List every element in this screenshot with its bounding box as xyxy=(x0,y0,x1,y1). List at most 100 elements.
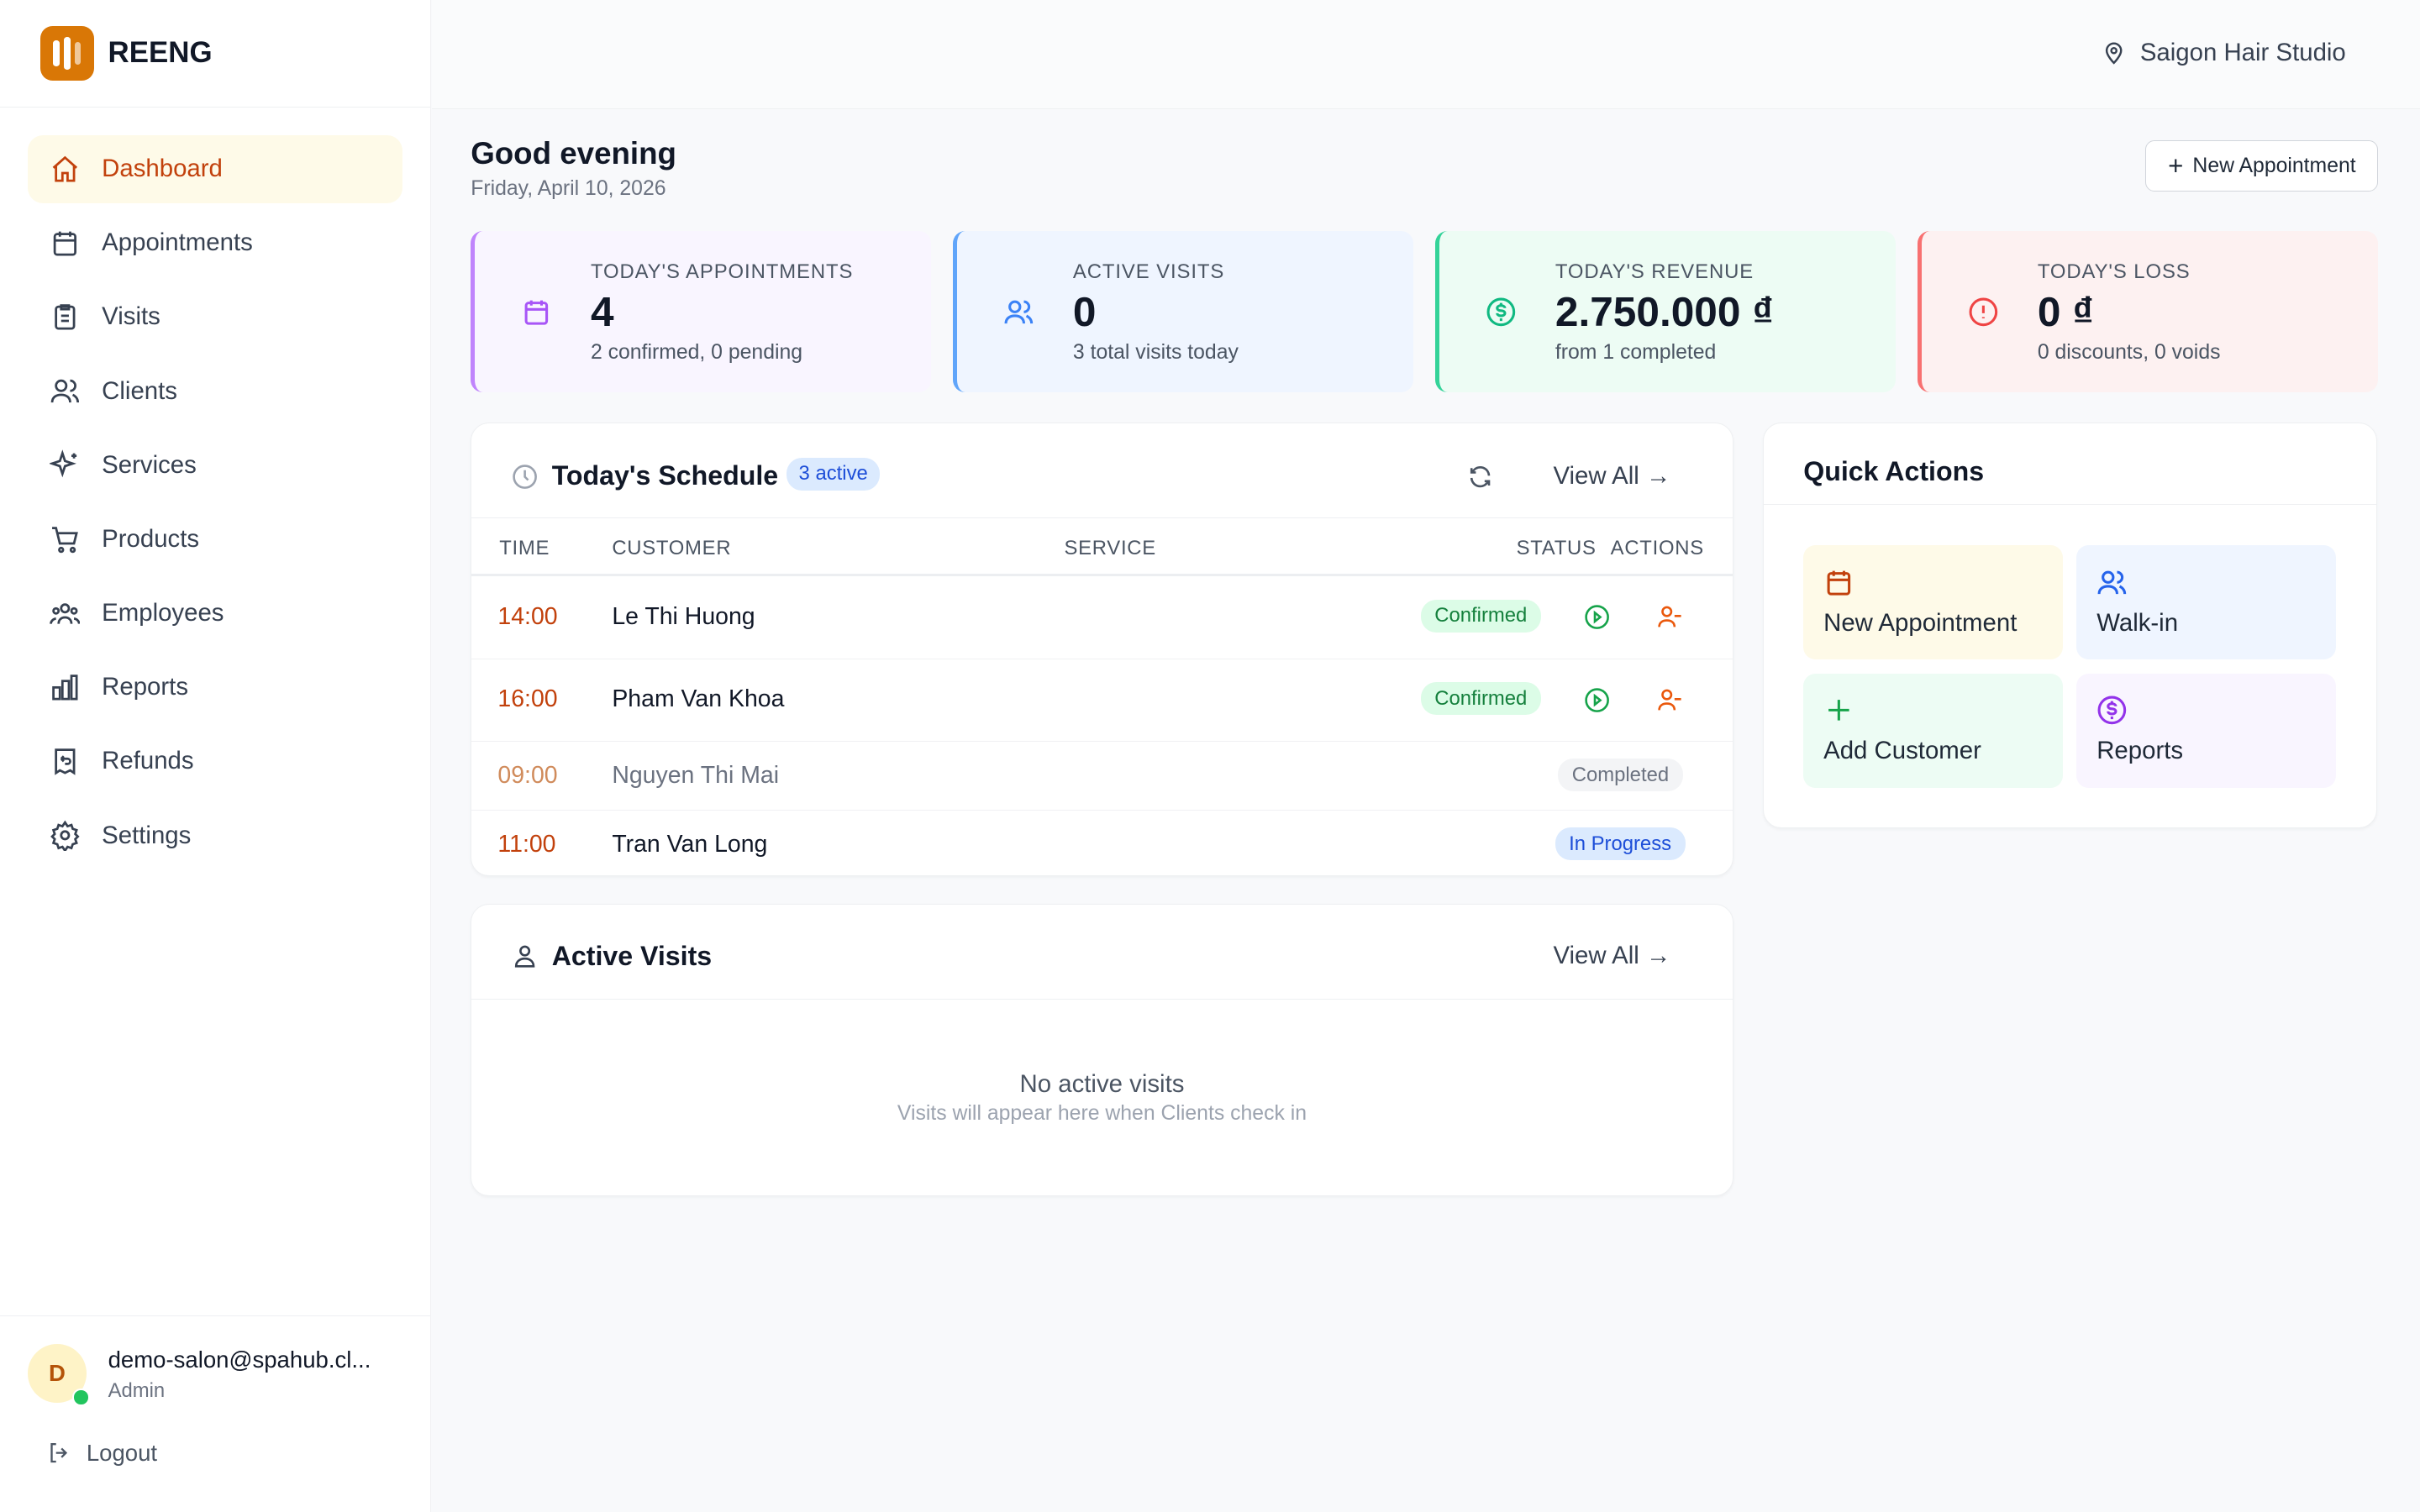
card-title: Active Visits xyxy=(551,940,713,971)
sidebar-item-refunds[interactable]: Refunds xyxy=(28,727,402,795)
table-row[interactable]: 16:00 Pham Van Khoa Confirmed xyxy=(471,659,1733,743)
row-time: 09:00 xyxy=(497,761,558,789)
empty-state-subtitle: Visits will appear here when Clients che… xyxy=(897,1102,1307,1126)
user-minus-icon[interactable] xyxy=(1657,687,1683,713)
location-selector[interactable]: Saigon Hair Studio xyxy=(2102,39,2346,67)
logo[interactable]: REENG xyxy=(0,0,431,108)
user-panel: D demo-salon@spahub.cl... Admin Logout xyxy=(0,1315,431,1512)
view-all-schedule-link[interactable]: View All → xyxy=(1553,462,1670,491)
stat-label: ACTIVE VISITS xyxy=(1072,260,1225,284)
sidebar-item-settings[interactable]: Settings xyxy=(28,801,402,869)
table-row[interactable]: 11:00 Tran Van Long In Progress xyxy=(471,811,1733,879)
row-time: 14:00 xyxy=(497,602,558,630)
sidebar-item-label: Services xyxy=(102,450,197,479)
table-row[interactable]: 14:00 Le Thi Huong Confirmed xyxy=(471,576,1733,659)
start-visit-icon[interactable] xyxy=(1584,687,1610,713)
column-header-time: TIME xyxy=(499,537,550,560)
top-bar: Saigon Hair Studio xyxy=(432,0,2420,109)
quick-add-customer-button[interactable]: Add Customer xyxy=(1803,673,2063,788)
status-badge: Confirmed xyxy=(1420,682,1541,716)
quick-actions-card: Quick Actions New Appointment Walk-in Ad… xyxy=(1762,423,2377,829)
user-role: Admin xyxy=(108,1379,166,1402)
column-header-status: STATUS xyxy=(1516,537,1597,560)
sidebar-item-label: Visits xyxy=(102,302,160,331)
quick-walk-in-button[interactable]: Walk-in xyxy=(2076,545,2336,660)
home-icon xyxy=(52,155,77,182)
sidebar-item-label: Products xyxy=(102,524,200,553)
sidebar-item-visits[interactable]: Visits xyxy=(28,283,402,351)
receipt-refund-icon xyxy=(55,748,76,775)
user-minus-icon[interactable] xyxy=(1657,604,1683,630)
empty-state-title: No active visits xyxy=(1019,1069,1185,1098)
quick-new-appointment-button[interactable]: New Appointment xyxy=(1803,545,2063,660)
sidebar-item-label: Settings xyxy=(102,821,192,849)
alert-circle-icon xyxy=(1969,297,1998,326)
page-date: Friday, April 10, 2026 xyxy=(471,177,666,201)
column-header-customer: CUSTOMER xyxy=(612,537,732,560)
view-all-visits-link[interactable]: View All → xyxy=(1553,942,1670,970)
status-badge: Completed xyxy=(1558,759,1683,792)
stat-label: TODAY'S REVENUE xyxy=(1555,260,1754,284)
logout-icon xyxy=(50,1443,68,1463)
users-icon xyxy=(2097,570,2127,595)
users-icon xyxy=(514,945,535,968)
stat-sub: from 1 completed xyxy=(1555,340,1717,364)
stat-card-loss[interactable]: TODAY'S LOSS 0 ₫ 0 discounts, 0 voids xyxy=(1918,231,2379,392)
start-visit-icon[interactable] xyxy=(1584,604,1610,630)
status-badge: Confirmed xyxy=(1420,599,1541,633)
plus-icon xyxy=(1828,700,1849,722)
row-time: 16:00 xyxy=(497,685,558,712)
sidebar-item-reports[interactable]: Reports xyxy=(28,654,402,722)
sidebar-item-label: Employees xyxy=(102,599,224,627)
sidebar: REENG Dashboard Appointments Visits Clie… xyxy=(0,0,432,1512)
dollar-circle-icon xyxy=(2097,696,2127,725)
arrow-right-icon: → xyxy=(1645,462,1671,491)
table-header: TIME CUSTOMER SERVICE STATUS ACTIONS xyxy=(471,518,1733,577)
refresh-icon[interactable] xyxy=(1467,464,1493,490)
arrow-right-icon: → xyxy=(1645,942,1671,970)
sidebar-item-label: Appointments xyxy=(102,228,253,257)
map-pin-icon xyxy=(2105,42,2123,65)
sidebar-item-clients[interactable]: Clients xyxy=(28,357,402,425)
sparkles-icon xyxy=(49,449,76,478)
logout-button[interactable]: Logout xyxy=(46,1440,157,1467)
page-title: Good evening xyxy=(471,135,676,171)
row-customer: Tran Van Long xyxy=(612,830,768,858)
clipboard-icon xyxy=(55,304,76,330)
stats-row: TODAY'S APPOINTMENTS 4 2 confirmed, 0 pe… xyxy=(471,231,2379,392)
clock-icon xyxy=(513,465,537,489)
stat-sub: 0 discounts, 0 voids xyxy=(2037,340,2221,364)
button-label: Walk-in xyxy=(2096,608,2179,637)
active-count-badge: 3 active xyxy=(786,457,881,491)
users-icon xyxy=(50,380,79,403)
bar-chart-icon xyxy=(51,675,78,701)
sidebar-item-services[interactable]: Services xyxy=(28,431,402,499)
stat-label: TODAY'S LOSS xyxy=(2037,260,2191,284)
sidebar-item-employees[interactable]: Employees xyxy=(28,580,402,648)
card-title: Today's Schedule xyxy=(551,460,779,491)
stat-card-appointments[interactable]: TODAY'S APPOINTMENTS 4 2 confirmed, 0 pe… xyxy=(471,231,932,392)
new-appointment-button[interactable]: + New Appointment xyxy=(2145,140,2379,192)
stat-value: 4 xyxy=(590,287,614,335)
sidebar-item-products[interactable]: Products xyxy=(28,506,402,574)
calendar-icon xyxy=(1827,570,1851,596)
sidebar-item-appointments[interactable]: Appointments xyxy=(28,209,402,277)
users-icon xyxy=(1004,300,1034,323)
stat-sub: 3 total visits today xyxy=(1072,340,1239,364)
stat-card-revenue[interactable]: TODAY'S REVENUE 2.750.000 ₫ from 1 compl… xyxy=(1435,231,1897,392)
quick-reports-button[interactable]: Reports xyxy=(2076,673,2336,788)
stat-label: TODAY'S APPOINTMENTS xyxy=(590,260,854,284)
stat-card-active-visits[interactable]: ACTIVE VISITS 0 3 total visits today xyxy=(953,231,1414,392)
active-visits-card: Active Visits View All → No active visit… xyxy=(471,904,1733,1196)
stat-value: 0 xyxy=(1072,287,1097,335)
user-email: demo-salon@spahub.cl... xyxy=(108,1347,371,1373)
stat-value: 0 ₫ xyxy=(2037,287,2094,335)
gear-icon xyxy=(50,820,80,851)
sidebar-item-dashboard[interactable]: Dashboard xyxy=(28,134,403,203)
sidebar-item-label: Reports xyxy=(102,673,189,701)
team-icon xyxy=(49,603,81,624)
table-row[interactable]: 09:00 Nguyen Thi Mai Completed xyxy=(471,742,1733,811)
button-label: Add Customer xyxy=(1823,737,1981,765)
stat-value: 2.750.000 ₫ xyxy=(1555,287,1774,335)
stat-sub: 2 confirmed, 0 pending xyxy=(590,340,803,364)
